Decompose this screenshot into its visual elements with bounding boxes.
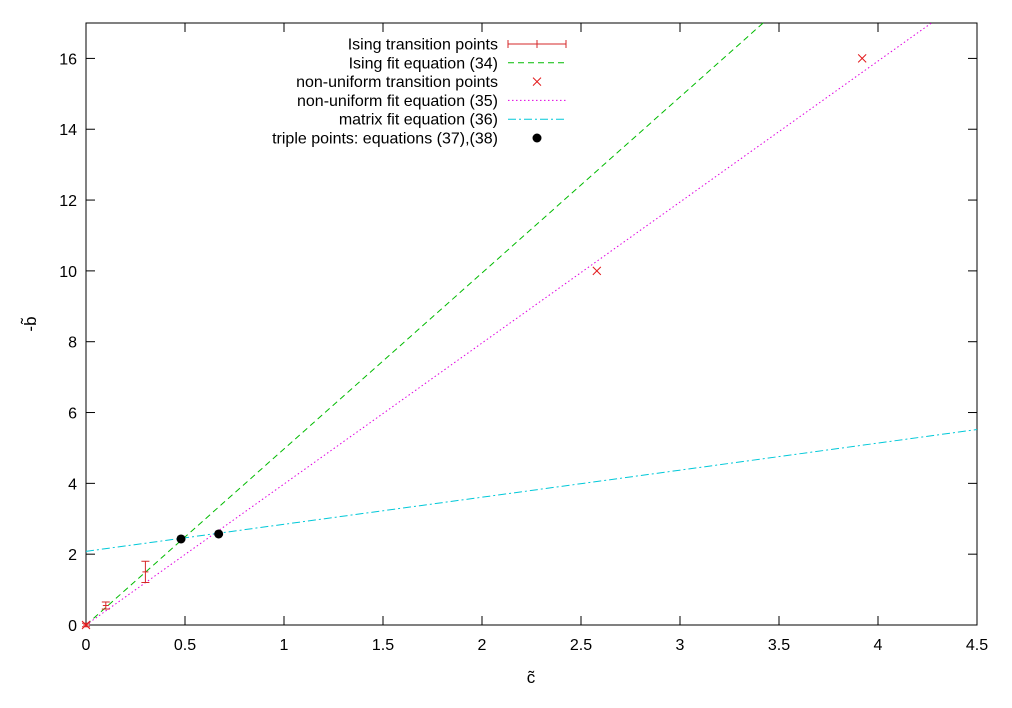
- x-tick-label: 3: [676, 637, 685, 654]
- legend-sample: [532, 133, 542, 143]
- y-tick-label: 2: [68, 547, 77, 564]
- x-tick-label: 4: [874, 637, 883, 654]
- axis-ticks: 0 0.5 1 1.5 2 2.5 3 3.5 4 4.5 0 2 4 6 8 10 12 14 16: [59, 23, 988, 654]
- x-tick-label: 3.5: [768, 637, 790, 654]
- series-layer: [81, 22, 978, 630]
- y-tick-label: 10: [59, 264, 77, 281]
- x-tick-label: 0: [82, 637, 91, 654]
- y-tick-label: 0: [68, 618, 77, 635]
- series-line: [85, 22, 764, 626]
- x-marker: [857, 54, 867, 63]
- dot-marker: [176, 534, 186, 544]
- x-marker: [592, 266, 602, 276]
- x-axis-label: c̃: [527, 668, 536, 687]
- y-axis-label: -b̃: [20, 316, 40, 331]
- legend-label: Ising transition points: [348, 37, 498, 54]
- x-tick-label: 2: [478, 637, 487, 654]
- legend-label: non-uniform fit equation (35): [297, 93, 498, 110]
- y-tick-label: 6: [68, 406, 77, 423]
- legend-label: non-uniform transition points: [296, 74, 498, 91]
- plot-frame: [85, 22, 978, 626]
- legend-label: triple points: equations (37),(38): [272, 131, 498, 148]
- y-tick-label: 8: [68, 335, 77, 352]
- legend-sample: [532, 77, 542, 86]
- y-tick-label: 12: [59, 193, 77, 210]
- series-line: [85, 429, 978, 552]
- y-tick-label: 14: [59, 122, 77, 139]
- legend-label: Ising fit equation (34): [349, 55, 498, 72]
- y-tick-label: 4: [68, 476, 77, 493]
- x-tick-label: 1: [280, 637, 289, 654]
- series-line: [85, 22, 932, 626]
- legend-label: matrix fit equation (36): [339, 112, 498, 129]
- x-marker: [81, 620, 91, 630]
- x-tick-label: 0.5: [174, 637, 196, 654]
- x-tick-label: 1.5: [372, 637, 394, 654]
- x-tick-label: 2.5: [570, 637, 592, 654]
- x-tick-label: 4.5: [966, 637, 988, 654]
- dot-marker: [214, 529, 224, 539]
- y-tick-label: 16: [59, 51, 77, 68]
